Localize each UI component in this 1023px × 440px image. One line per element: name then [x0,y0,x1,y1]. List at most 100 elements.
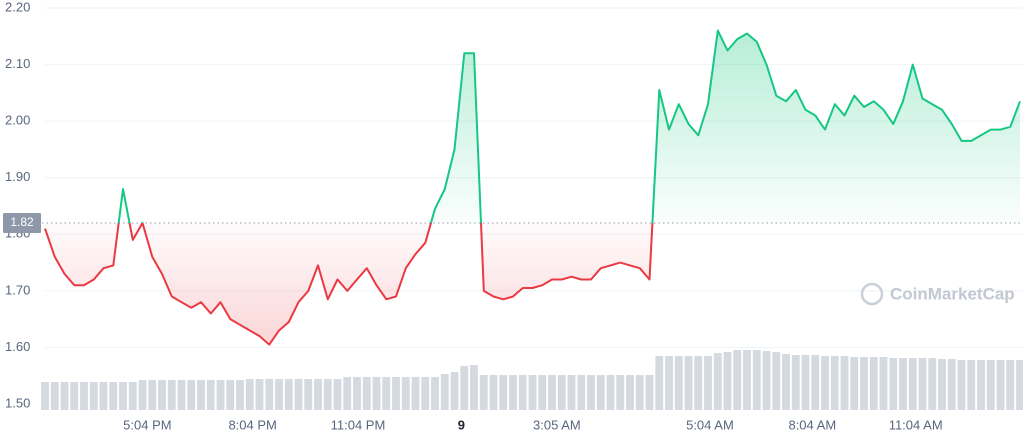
y-tick-label: 1.60 [5,339,30,354]
volume-bar [333,379,342,410]
y-tick-label: 1.70 [5,282,30,297]
volume-bar [99,382,108,410]
y-tick-label: 1.50 [5,395,30,410]
volume-bar [489,375,498,410]
volume-bar [996,360,1005,410]
volume-bar [440,374,449,410]
volume-bar [889,358,898,410]
volume-bar [148,380,157,410]
volume-bar [421,377,430,410]
volume-bar [353,377,361,410]
baseline-label: 1.82 [10,215,34,229]
volume-bar [109,382,118,410]
volume-bar [947,359,956,410]
volume-bar [499,375,508,410]
volume-bar [343,377,352,410]
volume-bar [216,380,225,410]
volume-bar [314,379,322,410]
volume-bar [284,379,293,410]
volume-bar [431,377,439,410]
volume-bar [1006,360,1015,410]
volume-bar [713,353,722,410]
volume-bar [606,375,615,410]
volume-bar [304,379,313,410]
x-tick-label: 3:05 AM [533,417,581,432]
y-tick-label: 1.90 [5,169,30,184]
volume-bar [138,380,147,410]
volume-bar [791,355,800,410]
volume-bar [977,360,985,410]
volume-bar [236,380,244,410]
volume-bar [772,352,781,410]
volume-bar [206,380,215,410]
volume-bar [401,377,410,410]
volume-bar [762,351,771,410]
volume-bar [538,375,547,410]
volume-bar [187,380,196,410]
volume-bar [177,380,186,410]
volume-bar [704,356,712,410]
watermark: CoinMarketCap [860,282,1015,306]
volume-bar [811,355,820,410]
volume-bar [596,375,605,410]
volume-bar [684,356,693,410]
volume-bar [587,375,595,410]
x-tick-label: 5:04 PM [123,417,171,432]
volume-bar [226,380,235,410]
volume-bar [557,375,566,410]
volume-bar [899,358,907,410]
volume-bar [382,377,391,410]
volume-bar [957,360,966,410]
price-area [45,30,1020,345]
volume-bar [50,382,59,410]
volume-bar [821,356,829,410]
volume-bar [460,366,469,410]
volume-bar [167,380,176,410]
volume-bar [294,379,303,410]
volume-bar [518,375,527,410]
x-tick-label: 11:04 AM [889,417,943,432]
volume-bar [158,380,166,410]
x-tick-label: 9 [458,417,465,432]
volume-bar [918,358,927,410]
x-tick-label: 8:04 PM [228,417,276,432]
volume-bar [655,356,664,410]
volume-bar [1016,360,1023,410]
volume-bar [830,356,839,410]
volume-bar [128,382,137,410]
volume-bar [479,375,488,410]
volume-bar [879,357,888,410]
volume-bar [840,356,849,410]
volume-bar [60,382,69,410]
volume-bar [362,377,371,410]
volume-bar [548,375,556,410]
volume-bar [626,375,634,410]
volume-bar [908,358,917,410]
volume-bar [372,377,381,410]
volume-bar [967,360,976,410]
volume-bar [850,357,859,410]
volume-bar [265,379,274,410]
volume-bar [41,382,49,410]
volume-bar [323,379,332,410]
volume-bar [470,365,478,410]
volume-bar [509,375,517,410]
volume-bar [674,356,683,410]
x-tick-label: 11:04 PM [331,417,386,432]
volume-bar [733,350,742,410]
volume-bar [255,379,264,410]
x-tick-label: 5:04 AM [686,417,734,432]
volume-bar [275,379,283,410]
volume-bar [860,357,868,410]
volume-bar [450,372,459,410]
volume-bar [743,350,751,410]
price-line [44,29,1021,346]
volume-bar [197,380,205,410]
volume-bar [665,356,673,410]
volume-bar [635,375,644,410]
y-tick-label: 2.20 [5,0,30,14]
volume-bar [616,375,625,410]
volume-bar [119,382,127,410]
